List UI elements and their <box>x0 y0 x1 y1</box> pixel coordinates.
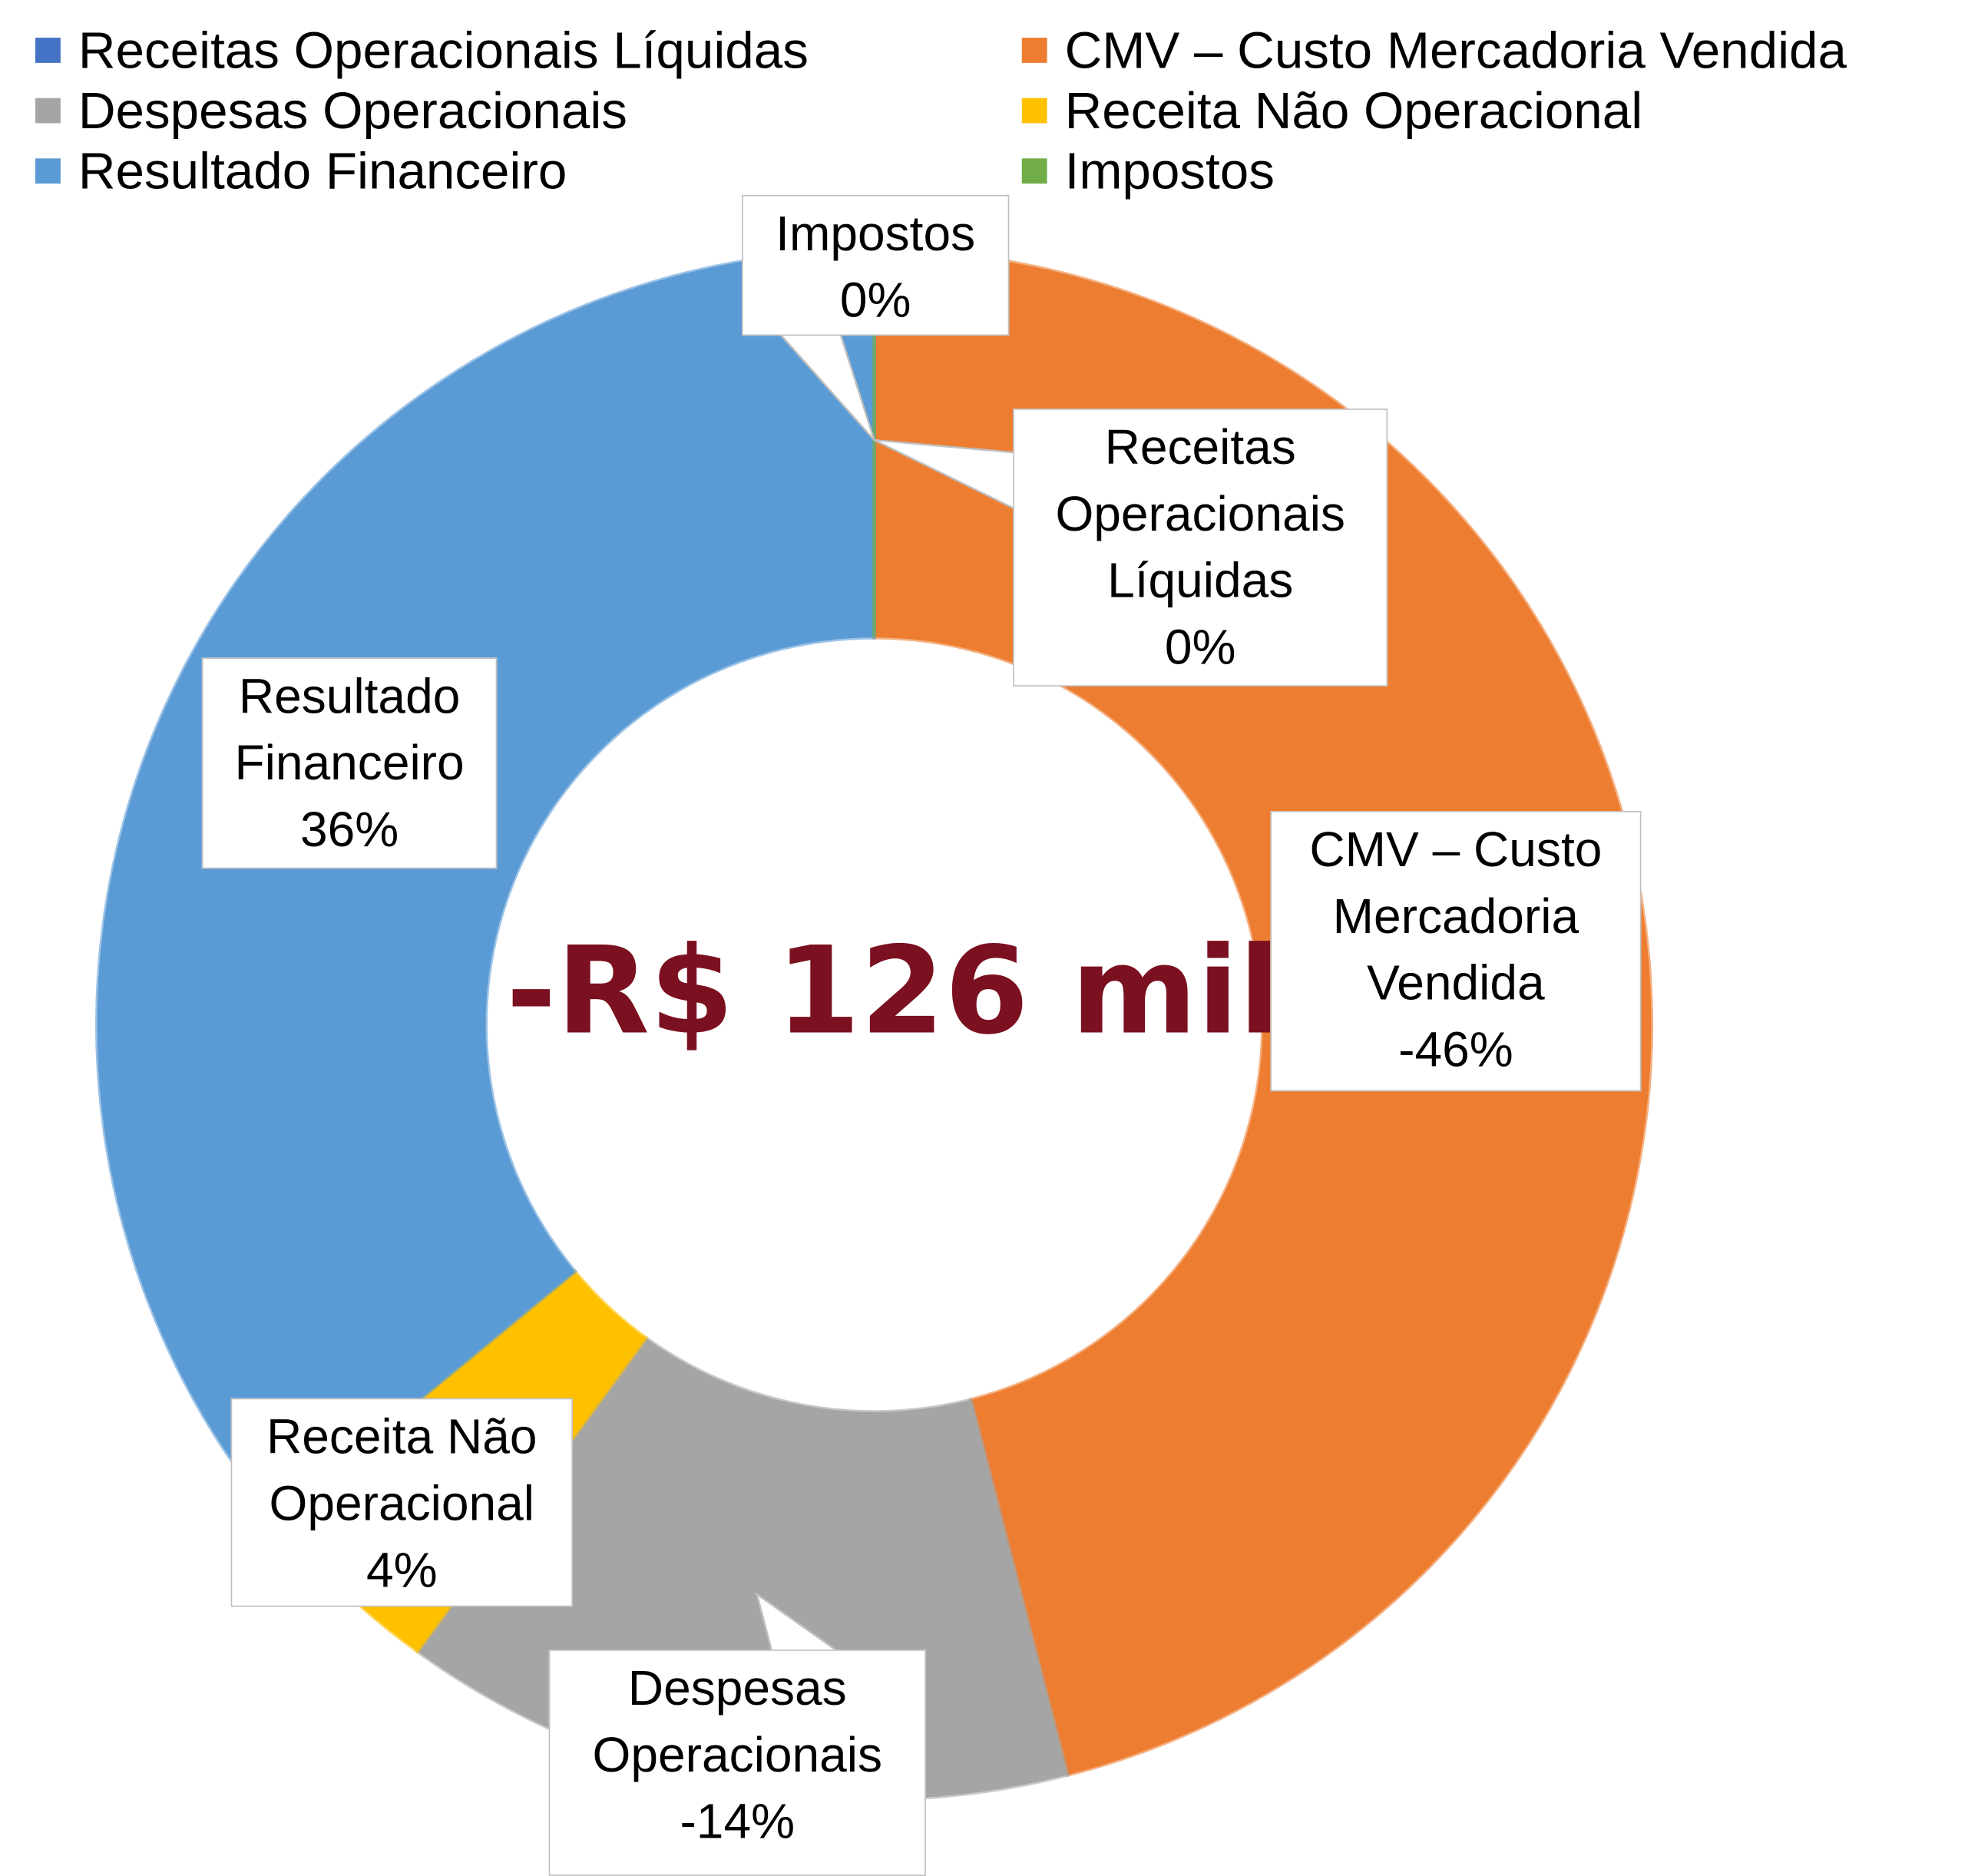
data-label-name: Despesas Operacionais <box>592 1662 883 1783</box>
data-label-name: Impostos <box>776 207 976 262</box>
data-label: Receitas Operacionais Líquidas 0% <box>1013 409 1388 687</box>
legend-label: Despesas Operacionais <box>78 81 628 140</box>
legend-label: CMV – Custo Mercadoria Vendida <box>1064 21 1847 80</box>
data-label-name: CMV – Custo Mercadoria Vendida <box>1309 823 1603 1011</box>
data-label-name: Resultado Financeiro <box>234 670 465 791</box>
legend-swatch <box>1021 38 1047 63</box>
legend-swatch <box>1021 158 1047 184</box>
legend-swatch <box>35 98 61 124</box>
center-label: -R$ 126 mil <box>506 921 1280 1062</box>
legend-label: Resultado Financeiro <box>78 142 567 200</box>
data-label: Receita Não Operacional 4% <box>230 1398 573 1607</box>
data-label-value: 0% <box>839 273 911 329</box>
data-label-value: 36% <box>299 803 399 858</box>
legend-swatch <box>35 38 61 63</box>
legend-swatch <box>1021 98 1047 124</box>
data-label: CMV – Custo Mercadoria Vendida -46% <box>1270 811 1642 1092</box>
data-label-value: -46% <box>1398 1023 1513 1078</box>
data-label: Resultado Financeiro 36% <box>201 657 498 869</box>
legend-label: Impostos <box>1064 142 1275 200</box>
legend-label: Receitas Operacionais Líquidas <box>78 21 809 80</box>
legend-label: Receita Não Operacional <box>1064 81 1643 140</box>
data-label-value: 0% <box>1164 620 1236 676</box>
data-label-name: Receitas Operacionais Líquidas <box>1055 421 1345 609</box>
data-label: Impostos 0% <box>742 194 1010 336</box>
data-label-value: 4% <box>366 1543 438 1599</box>
data-label-value: -14% <box>680 1795 796 1850</box>
slice <box>95 248 876 1521</box>
data-label: Despesas Operacionais -14% <box>548 1649 926 1876</box>
legend-swatch <box>35 158 61 184</box>
data-label-name: Receita Não Operacional <box>266 1411 538 1532</box>
